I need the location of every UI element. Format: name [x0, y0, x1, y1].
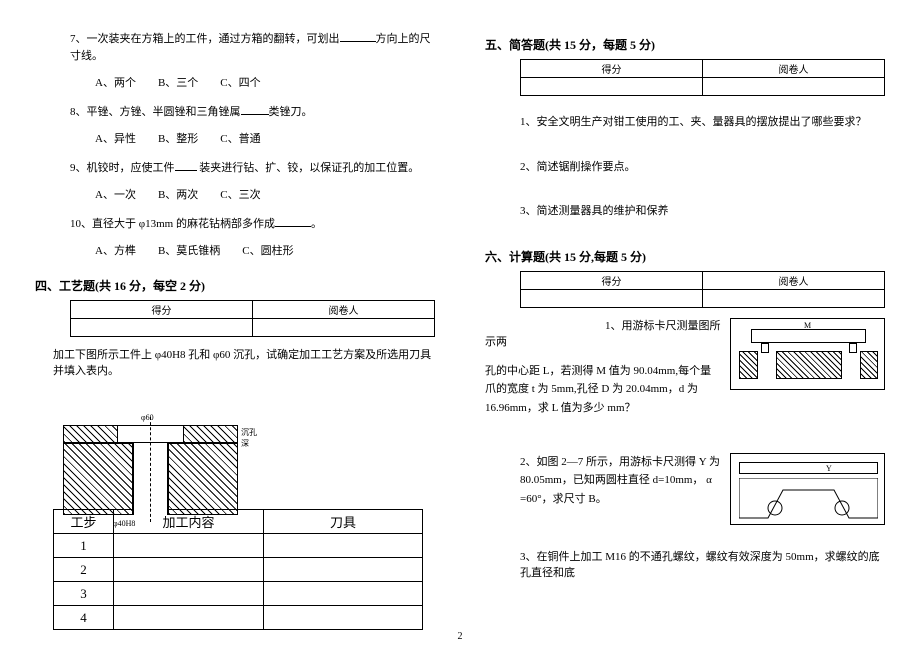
- q61-M: M: [804, 321, 811, 330]
- q61-hole1: [757, 351, 777, 379]
- q61-caliper: [751, 329, 866, 343]
- page-number: 2: [458, 631, 463, 642]
- q7-opt-c: C、四个: [220, 77, 260, 89]
- q6-1-figure: M: [730, 318, 885, 390]
- score-cell-1: [71, 318, 253, 336]
- hatch-tl: [63, 425, 118, 443]
- centerline: [150, 417, 151, 522]
- q7-text: 7、一次装夹在方箱上的工件，通过方箱的翻转，可划出: [70, 33, 340, 45]
- q9-text: 9、机铰时，应使工件: [70, 162, 175, 174]
- q61-jaw1: [761, 343, 769, 353]
- score-header-1: 得分: [71, 300, 253, 318]
- row1-num: 1: [54, 534, 114, 558]
- q10-options: A、方榫 B、莫氏锥柄 C、圆柱形: [35, 243, 435, 260]
- q8-opt-b: B、整形: [158, 133, 198, 145]
- q61-hole2: [841, 351, 861, 379]
- q9-options: A、一次 B、两次 C、三次: [35, 187, 435, 204]
- q8-blank: [241, 103, 269, 115]
- q7-opt-b: B、三个: [158, 77, 198, 89]
- q5-3: 3、简述测量器具的维护和保养: [485, 203, 885, 220]
- q7-stem: 7、一次装夹在方箱上的工件，通过方箱的翻转，可划出方向上的尺寸线。: [35, 30, 435, 64]
- q9-opt-c: C、三次: [220, 189, 260, 201]
- hatch-br: [168, 443, 238, 515]
- s6-sc2: [703, 289, 885, 307]
- row3-c: [114, 582, 264, 606]
- q7-blank: [340, 30, 376, 42]
- q6-1-block: M 1、用游标卡尺测量图所示两 孔的中心距 L，若测得 M 值为 90.04mm…: [485, 318, 885, 429]
- q9-opt-a: A、一次: [95, 189, 136, 201]
- q7-options: A、两个 B、三个 C、四个: [35, 75, 435, 92]
- q9-blank: [175, 159, 197, 171]
- q10-stem: 10、直径大于 φ13mm 的麻花钻柄部多作成 。: [35, 215, 435, 233]
- q10-text: 10、直径大于 φ13mm 的麻花钻柄部多作成: [70, 218, 275, 230]
- q8-opt-a: A、异性: [95, 133, 136, 145]
- q8-text: 8、平锉、方锉、半圆锉和三角锉属: [70, 106, 241, 118]
- row4-t: [264, 606, 423, 630]
- row2-num: 2: [54, 558, 114, 582]
- section5-score-table: 得分 阅卷人: [520, 59, 885, 96]
- dim-depth: 沉孔深: [241, 427, 263, 449]
- q6-2-figure: Y: [730, 453, 885, 525]
- s5-score-h2: 阅卷人: [703, 60, 885, 78]
- right-column: 五、简答题(共 15 分，每题 5 分) 得分 阅卷人 1、安全文明生产对钳工使…: [460, 30, 885, 630]
- dim-phi60: φ60: [141, 413, 154, 422]
- q8-stem: 8、平锉、方锉、半圆锉和三角锉属 类锉刀。: [35, 103, 435, 121]
- row3-t: [264, 582, 423, 606]
- row1-c: [114, 534, 264, 558]
- section6-title: 六、计算题(共 15 分,每题 5 分): [485, 248, 885, 265]
- q6-2-block: Y 2、如图 2—7 所示，用游标卡尺测得 Y 为 80.05mm，已知两圆柱直…: [485, 453, 885, 525]
- score-cell-2: [253, 318, 435, 336]
- q7-opt-a: A、两个: [95, 77, 136, 89]
- row2-t: [264, 558, 423, 582]
- section5-title: 五、简答题(共 15 分，每题 5 分): [485, 36, 885, 53]
- s6-score-h1: 得分: [521, 271, 703, 289]
- q9-opt-b: B、两次: [158, 189, 198, 201]
- section6-score-table: 得分 阅卷人: [520, 271, 885, 308]
- row4-num: 4: [54, 606, 114, 630]
- q62-caliper: [739, 462, 878, 474]
- q8-opt-c: C、普通: [220, 133, 260, 145]
- q9-mid: 装夹进行钻、扩、铰，以保证孔的加工位置。: [199, 162, 419, 174]
- q8-options: A、异性 B、整形 C、普通: [35, 131, 435, 148]
- q61-jaw2: [849, 343, 857, 353]
- left-column: 7、一次装夹在方箱上的工件，通过方箱的翻转，可划出方向上的尺寸线。 A、两个 B…: [35, 30, 460, 630]
- s5-score-h1: 得分: [521, 60, 703, 78]
- score-header-2: 阅卷人: [253, 300, 435, 318]
- q10-opt-c: C、圆柱形: [242, 245, 293, 257]
- hatch-tr: [183, 425, 238, 443]
- q10-tail: 。: [311, 218, 322, 230]
- dim-phi40: φ40H8: [113, 519, 135, 528]
- q62-dovetail: [739, 478, 878, 520]
- hatch-bl: [63, 443, 133, 515]
- section4-title: 四、工艺题(共 16 分，每空 2 分): [35, 277, 435, 294]
- s6-sc1: [521, 289, 703, 307]
- s5-sc1: [521, 78, 703, 96]
- q8-tail: 类锉刀。: [269, 106, 313, 118]
- q10-blank: [275, 215, 311, 227]
- section4-score-table: 得分 阅卷人: [70, 300, 435, 337]
- q9-stem: 9、机铰时，应使工件 装夹进行钻、扩、铰，以保证孔的加工位置。: [35, 159, 435, 177]
- s5-sc2: [703, 78, 885, 96]
- row3-num: 3: [54, 582, 114, 606]
- q10-opt-a: A、方榫: [95, 245, 136, 257]
- tool-table: 工步 加工内容 刀具 1 2 3 4: [53, 509, 423, 630]
- craft-prompt: 加工下图所示工件上 φ40H8 孔和 φ60 沉孔，试确定加工工艺方案及所选用刀…: [35, 347, 435, 380]
- s6-score-h2: 阅卷人: [703, 271, 885, 289]
- q5-1: 1、安全文明生产对钳工使用的工、夹、量器具的摆放提出了哪些要求？: [485, 114, 885, 131]
- row4-c: [114, 606, 264, 630]
- row2-c: [114, 558, 264, 582]
- q10-opt-b: B、莫氏锥柄: [158, 245, 220, 257]
- row1-t: [264, 534, 423, 558]
- q62-Y: Y: [826, 464, 832, 473]
- q5-2: 2、简述锯削操作要点。: [485, 159, 885, 176]
- th-tool: 刀具: [264, 510, 423, 534]
- q6-3: 3、在铜件上加工 M16 的不通孔螺纹，螺纹有效深度为 50mm，求螺纹的底孔直…: [485, 549, 885, 582]
- craft-diagram: φ60 沉孔深 φ40H8: [53, 397, 263, 504]
